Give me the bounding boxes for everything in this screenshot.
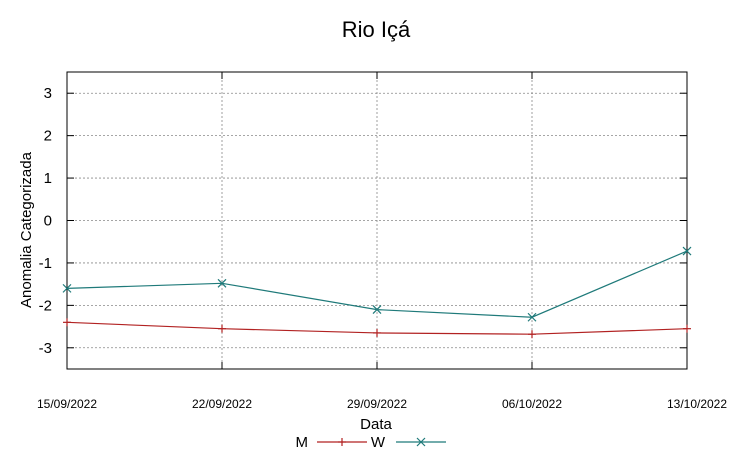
- y-tick-label: 3: [44, 85, 52, 102]
- x-tick-label: 15/09/2022: [37, 397, 97, 411]
- y-tick-label: -1: [39, 255, 52, 272]
- y-tick-label: 2: [44, 128, 52, 145]
- data-point-w: [527, 312, 537, 322]
- data-point-m: [373, 328, 381, 337]
- y-tick-label: -3: [39, 340, 52, 357]
- data-point-m: [528, 330, 536, 339]
- data-point-w: [372, 305, 382, 315]
- x-tick-label: 13/10/2022: [667, 397, 727, 411]
- y-tick-label: 0: [44, 213, 52, 230]
- legend-marker-w: [416, 437, 426, 447]
- data-point-w: [62, 283, 72, 293]
- series-layer: [62, 246, 692, 339]
- data-point-w: [217, 278, 227, 288]
- x-tick-label: 06/10/2022: [502, 397, 562, 411]
- data-point-m: [63, 318, 71, 327]
- legend-label-w: W: [371, 434, 386, 451]
- x-axis-ticks: 15/09/2022 22/09/2022 29/09/2022 06/10/2022…: [37, 72, 727, 411]
- x-axis-label: Data: [360, 416, 392, 433]
- grid-lines: [67, 72, 687, 369]
- y-tick-label: 1: [44, 170, 52, 187]
- legend-marker-m: [338, 438, 346, 446]
- x-tick-label: 29/09/2022: [347, 397, 407, 411]
- data-point-w: [682, 246, 692, 256]
- x-tick-label: 22/09/2022: [192, 397, 252, 411]
- data-point-m: [683, 324, 691, 333]
- chart-title: Rio Içá: [342, 17, 411, 42]
- y-axis-label: Anomalia Categorizada: [18, 151, 35, 308]
- y-tick-label: -2: [39, 297, 52, 314]
- y-axis-ticks: 3 2 1 0 -1 -2 -3: [39, 85, 687, 357]
- legend-label-m: M: [296, 434, 309, 451]
- data-point-m: [218, 324, 226, 333]
